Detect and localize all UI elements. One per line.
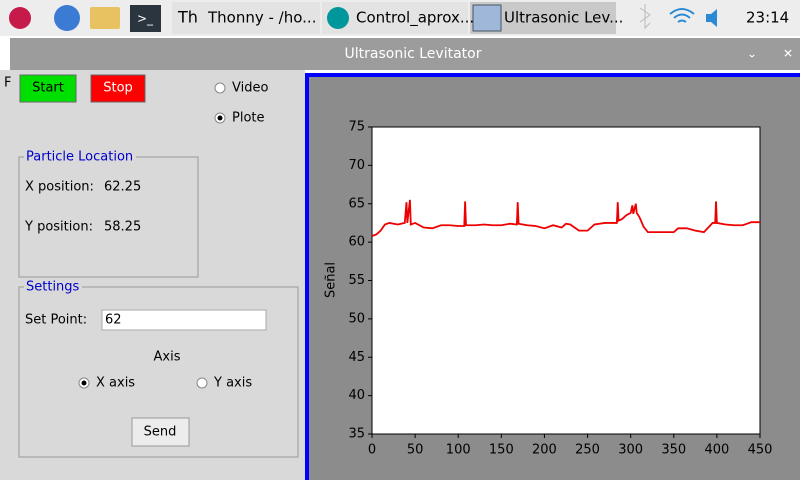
task-button[interactable]	[172, 2, 320, 34]
x-tick-label: 0	[368, 443, 376, 458]
axis-title: Axis	[154, 350, 181, 365]
radio-label: Plote	[232, 111, 265, 126]
frame-title: Settings	[26, 280, 80, 295]
y-axis-label: Señal	[324, 262, 339, 298]
task-label: Ultrasonic Lev...	[504, 9, 623, 27]
y-tick-label: 50	[348, 311, 365, 326]
x-tick-label: 200	[532, 443, 557, 458]
x-tick-label: 150	[489, 443, 514, 458]
terminal-glyph: >_	[137, 12, 154, 26]
data-line	[371, 199, 760, 237]
frame-label-bg	[24, 149, 136, 165]
volume-icon[interactable]	[706, 9, 717, 27]
radio-dot	[217, 115, 223, 121]
settings-frame	[18, 286, 299, 458]
y-position-value: 58.25	[104, 220, 141, 235]
radio-button[interactable]	[196, 377, 208, 389]
browser-icon[interactable]	[54, 5, 80, 31]
minimize-button[interactable]: ⌄	[747, 47, 757, 61]
x-tick-label: 50	[407, 443, 424, 458]
set-point-label: Set Point:	[25, 313, 87, 328]
start-label: Start	[32, 81, 64, 96]
x-position-value: 62.25	[104, 180, 141, 195]
radio-button[interactable]	[214, 82, 226, 94]
radio-label: Video	[232, 81, 268, 96]
radio-dot	[81, 380, 87, 386]
stop-label: Stop	[103, 81, 133, 96]
x-tick-label: 350	[661, 443, 686, 458]
x-tick-label: 300	[618, 443, 643, 458]
y-position-label: Y position:	[24, 220, 93, 235]
start-button[interactable]	[19, 74, 77, 103]
hidden-label: F	[4, 76, 11, 91]
task-label: Control_aprox...	[356, 9, 474, 28]
files-icon[interactable]	[90, 7, 120, 29]
window-title: Ultrasonic Levitator	[345, 46, 482, 62]
task-label: Thonny - /ho...	[207, 9, 316, 27]
radio-label: Y axis	[213, 376, 252, 391]
menu-icon[interactable]	[9, 7, 31, 29]
clock: 23:14	[746, 9, 789, 27]
frame-label-bg	[24, 279, 82, 295]
send-button[interactable]	[131, 417, 190, 447]
title-bar	[10, 38, 800, 70]
x-tick-label: 250	[575, 443, 600, 458]
y-tick-label: 45	[348, 350, 365, 365]
y-tick-label: 60	[348, 235, 365, 250]
set-point-input[interactable]	[101, 309, 267, 331]
wifi-icon[interactable]	[669, 8, 695, 23]
arduino-icon	[327, 7, 349, 29]
radio-label: X axis	[96, 376, 135, 391]
set-point-value: 62	[105, 313, 122, 328]
x-position-label: X position:	[25, 180, 94, 195]
frame-title: Particle Location	[26, 150, 133, 165]
close-button[interactable]: ✕	[783, 47, 793, 61]
plot-area	[371, 126, 761, 435]
terminal-icon[interactable]	[130, 5, 161, 32]
x-tick-label: 400	[704, 443, 729, 458]
x-tick-label: 450	[748, 443, 773, 458]
y-tick-label: 65	[348, 196, 365, 211]
bluetooth-icon[interactable]	[639, 4, 651, 30]
window-icon	[472, 4, 502, 32]
thonny-icon: Th	[177, 8, 198, 27]
y-tick-label: 40	[348, 388, 365, 403]
y-tick-label: 35	[348, 427, 365, 442]
background-window	[0, 70, 10, 480]
send-label: Send	[144, 425, 177, 440]
x-tick-label: 100	[446, 443, 471, 458]
control-panel	[10, 70, 305, 480]
y-tick-label: 55	[348, 273, 365, 288]
y-tick-label: 75	[348, 120, 365, 135]
stop-button[interactable]	[90, 74, 146, 103]
y-tick-label: 70	[348, 158, 365, 173]
